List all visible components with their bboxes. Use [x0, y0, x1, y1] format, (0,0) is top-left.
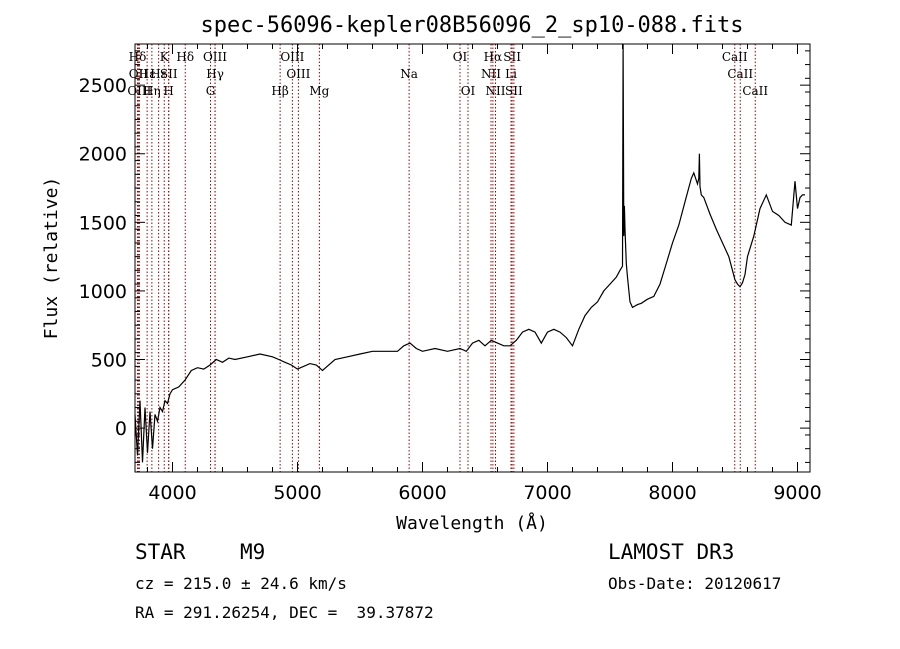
x-tick-label: 5000 [273, 482, 321, 504]
x-axis-label: Wavelength (Å) [396, 512, 548, 534]
line-label: Hη [143, 84, 161, 98]
line-label: Hβ [271, 84, 288, 98]
line-label: CaII [722, 50, 748, 64]
y-tick-label: 2500 [79, 75, 127, 97]
line-label: Hδ [176, 50, 194, 64]
x-tick-label: 9000 [773, 482, 821, 504]
y-tick-label: 2000 [79, 144, 127, 166]
line-label: NII [481, 67, 501, 81]
line-label: Hδ [129, 50, 147, 64]
object-class: STAR [135, 540, 186, 564]
line-label: OIII [203, 50, 227, 64]
x-tick-label: 4000 [148, 482, 196, 504]
line-label: G [206, 84, 216, 98]
line-label: Hε [139, 67, 156, 81]
line-label: Mg [309, 84, 329, 98]
line-label: OI [453, 50, 468, 64]
y-tick-label: 1000 [79, 281, 127, 303]
x-tick-label: 7000 [523, 482, 571, 504]
x-tick-label: 6000 [398, 482, 446, 504]
line-label: Hε [150, 67, 167, 81]
plot-frame [134, 43, 811, 473]
line-label: SII [503, 50, 521, 64]
line-label: K [160, 50, 170, 64]
line-label: NII [486, 84, 506, 98]
object-subclass: M9 [240, 540, 266, 564]
redshift-velocity: cz = 215.0 ± 24.6 km/s [135, 574, 347, 593]
line-label: OIII [127, 84, 151, 98]
line-label: H [163, 84, 173, 98]
line-label: OI [461, 84, 476, 98]
survey-name: LAMOST DR3 [608, 540, 735, 564]
line-label: SII [160, 67, 178, 81]
y-tick-label: 500 [91, 350, 127, 372]
line-label: CaII [727, 67, 753, 81]
line-label: OII [129, 67, 149, 81]
line-label: Li [505, 67, 517, 81]
spectral-line-markers [137, 44, 756, 472]
line-label: Hα [484, 50, 503, 64]
chart-title: spec-56096-kepler08B56096_2_sp10-088.fit… [200, 13, 743, 38]
line-label: Na [400, 67, 418, 81]
line-label: OIII [280, 50, 304, 64]
line-label: SII [505, 84, 523, 98]
x-axis: 4000 5000 6000 7000 8000 9000 [147, 44, 822, 504]
sky-coordinates: RA = 291.26254, DEC = 39.37872 [135, 603, 434, 622]
y-axis: 0 500 1000 1500 2000 2500 [79, 50, 810, 463]
line-label: OIII [286, 67, 310, 81]
y-axis-label: Flux (relative) [41, 177, 62, 340]
y-tick-label: 1500 [79, 212, 127, 234]
line-label: Hγ [206, 67, 224, 81]
observation-date: Obs-Date: 20120617 [608, 574, 782, 593]
y-tick-label: 0 [115, 418, 127, 440]
x-tick-label: 8000 [648, 482, 696, 504]
spectrum-series-line [134, 43, 805, 463]
line-label: CaII [742, 84, 768, 98]
